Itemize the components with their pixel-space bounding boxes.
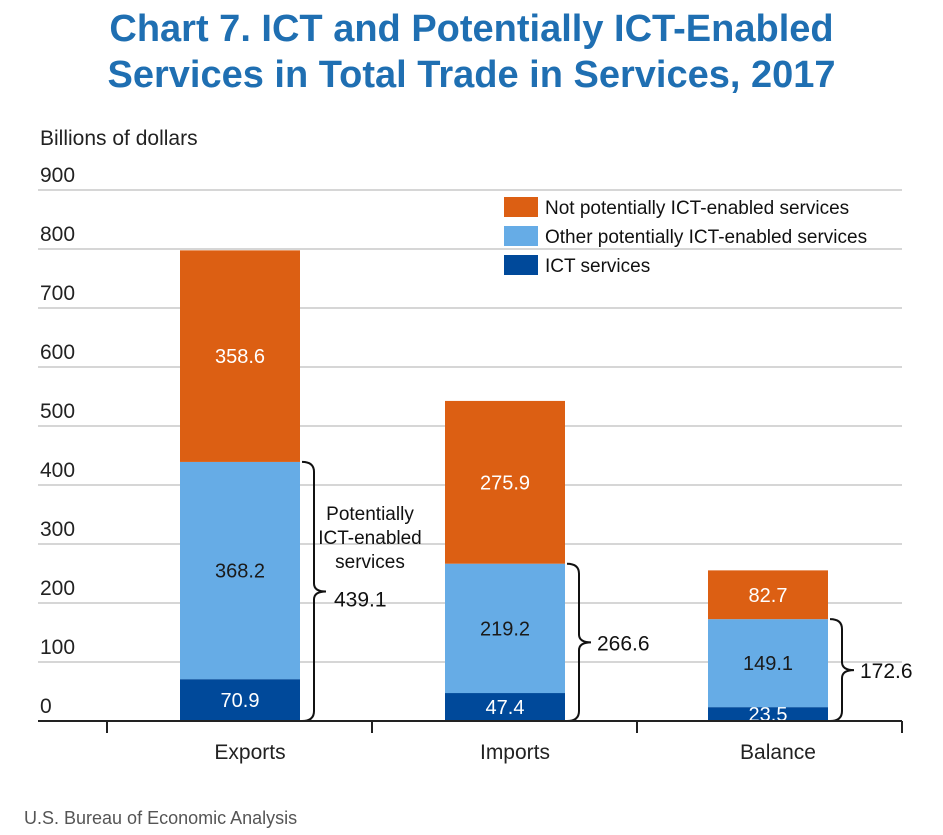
- y-tick-label-700: 700: [40, 282, 75, 305]
- data-label-imports-series-2: 275.9: [480, 472, 530, 494]
- y-tick-label-0: 0: [40, 695, 52, 718]
- data-label-balance-series-0: 23.5: [749, 704, 788, 726]
- bar-balance-series-1: [708, 619, 828, 708]
- bracket-total-exports: 439.1: [334, 588, 387, 611]
- bracket-exports: [301, 460, 327, 722]
- bar-imports-series-0: [445, 693, 565, 721]
- data-label-imports-series-0: 47.4: [486, 697, 525, 719]
- bracket-note-line-2: ICT-enabled: [318, 528, 422, 549]
- bracket-balance: [829, 618, 855, 722]
- data-label-exports-series-2: 358.6: [215, 346, 265, 368]
- bar-balance-series-2: [708, 570, 828, 620]
- y-tick-label-200: 200: [40, 577, 75, 600]
- y-tick-label-100: 100: [40, 636, 75, 659]
- y-axis-label: Billions of dollars: [40, 127, 198, 150]
- y-tick-label-600: 600: [40, 341, 75, 364]
- legend-swatch-2: [504, 197, 538, 217]
- legend-label-2: Not potentially ICT-enabled services: [545, 198, 849, 219]
- x-axis: Exports Imports Balance: [38, 720, 903, 764]
- bar-exports-series-2: [180, 250, 300, 462]
- y-tick-label-800: 800: [40, 223, 75, 246]
- bar-imports-series-2: [445, 400, 565, 564]
- legend: Not potentially ICT-enabled services Othe…: [504, 197, 867, 277]
- x-tick-label-exports: Exports: [214, 741, 285, 764]
- data-label-exports-series-0: 70.9: [221, 690, 260, 712]
- bars: 70.9 368.2 358.6 47.4 219.2 275.9 23.5 149.1 82.…: [180, 250, 828, 726]
- bracket-imports: [566, 562, 592, 722]
- bracket-note-line-3: services: [335, 552, 405, 573]
- bar-balance-series-0: [708, 707, 828, 721]
- data-label-balance-series-2: 82.7: [749, 585, 788, 607]
- y-tick-labels: 0 100 200 300 400 500 600 700 800 900: [40, 164, 75, 718]
- bar-exports-series-0: [180, 679, 300, 721]
- x-tick-label-imports: Imports: [480, 741, 550, 764]
- data-label-imports-series-1: 219.2: [480, 618, 530, 640]
- chart-title-line-1: Chart 7. ICT and Potentially ICT-Enabled: [109, 8, 834, 50]
- legend-label-0: ICT services: [545, 256, 650, 277]
- y-tick-label-500: 500: [40, 400, 75, 423]
- brackets: 439.1 266.6 172.6 Potentially ICT-enabled ser…: [301, 460, 913, 722]
- chart-title-line-2: Services in Total Trade in Services, 201…: [107, 54, 836, 96]
- bar-imports-series-1: [445, 563, 565, 694]
- y-tick-label-300: 300: [40, 518, 75, 541]
- y-tick-label-900: 900: [40, 164, 75, 187]
- bracket-total-imports: 266.6: [597, 632, 650, 655]
- bracket-note-line-1: Potentially: [326, 504, 414, 525]
- data-label-exports-series-1: 368.2: [215, 561, 265, 583]
- stacked-bar-chart: Billions of dollars 0 100 200 300 400 500 600 7…: [38, 127, 913, 764]
- chart-title: Chart 7. ICT and Potentially ICT-Enabled…: [0, 6, 943, 98]
- x-tick-label-balance: Balance: [740, 741, 816, 764]
- legend-label-1: Other potentially ICT-enabled services: [545, 227, 867, 248]
- bar-exports-series-1: [180, 461, 300, 680]
- source-note: U.S. Bureau of Economic Analysis: [24, 808, 298, 828]
- y-tick-label-400: 400: [40, 459, 75, 482]
- data-label-balance-series-1: 149.1: [743, 653, 793, 675]
- legend-swatch-1: [504, 226, 538, 246]
- bracket-total-balance: 172.6: [860, 660, 913, 683]
- legend-swatch-0: [504, 255, 538, 275]
